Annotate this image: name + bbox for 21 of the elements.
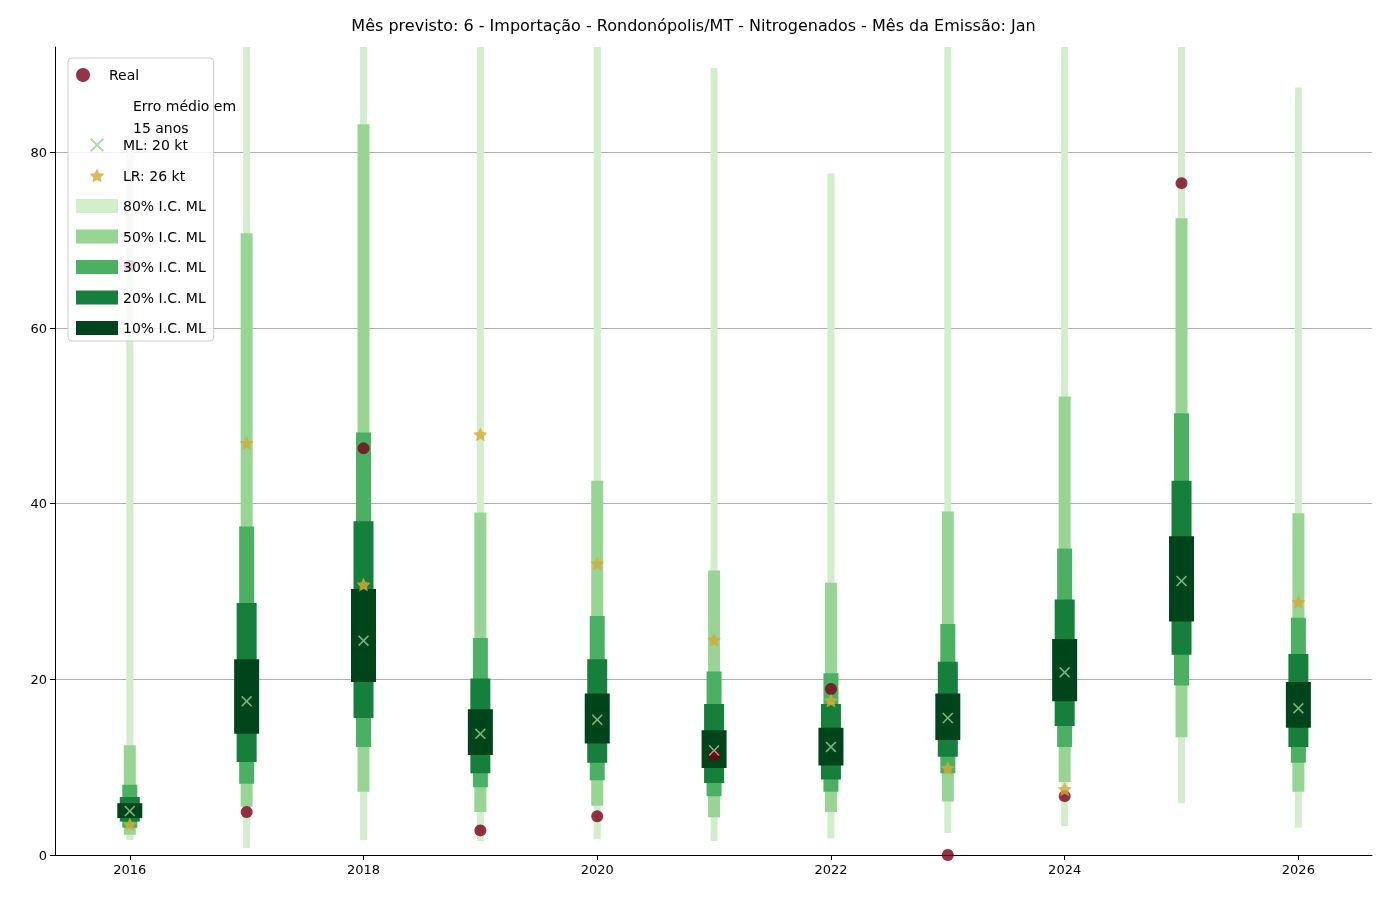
legend-label: 30% I.C. ML: [123, 259, 206, 275]
x-tick-label: 2022: [814, 862, 848, 877]
y-tick-label: 80: [30, 144, 47, 160]
legend-label: 10% I.C. ML: [123, 320, 206, 336]
legend-label: ML: 20 kt: [123, 137, 189, 153]
annotation: Erro médio em 15 anos: [133, 98, 241, 136]
x-tick-label: 2018: [346, 862, 381, 877]
y-tick-label: 0: [38, 847, 47, 863]
y-tick-label: 20: [30, 671, 47, 687]
legend-label: LR: 26 kt: [123, 167, 186, 184]
y-tick-label: 60: [30, 320, 47, 336]
x-tick-label: 2026: [1281, 862, 1315, 877]
chart-title: Mês previsto: 6 - Importação - Rondonópolis/MT - Nitrogenados - Mês da Emissão: Jan: [351, 15, 1036, 35]
x-tick-label: 2016: [113, 862, 147, 877]
x-tick-label: 2020: [580, 862, 614, 877]
legend-label: 80% I.C. ML: [123, 198, 206, 214]
y-tick-label: 40: [30, 496, 47, 512]
x-tick-label: 2024: [1048, 862, 1082, 877]
legend-label: Real: [109, 67, 140, 83]
legend-label: 20% I.C. ML: [123, 289, 206, 306]
legend-label: 50% I.C. ML: [123, 228, 206, 245]
